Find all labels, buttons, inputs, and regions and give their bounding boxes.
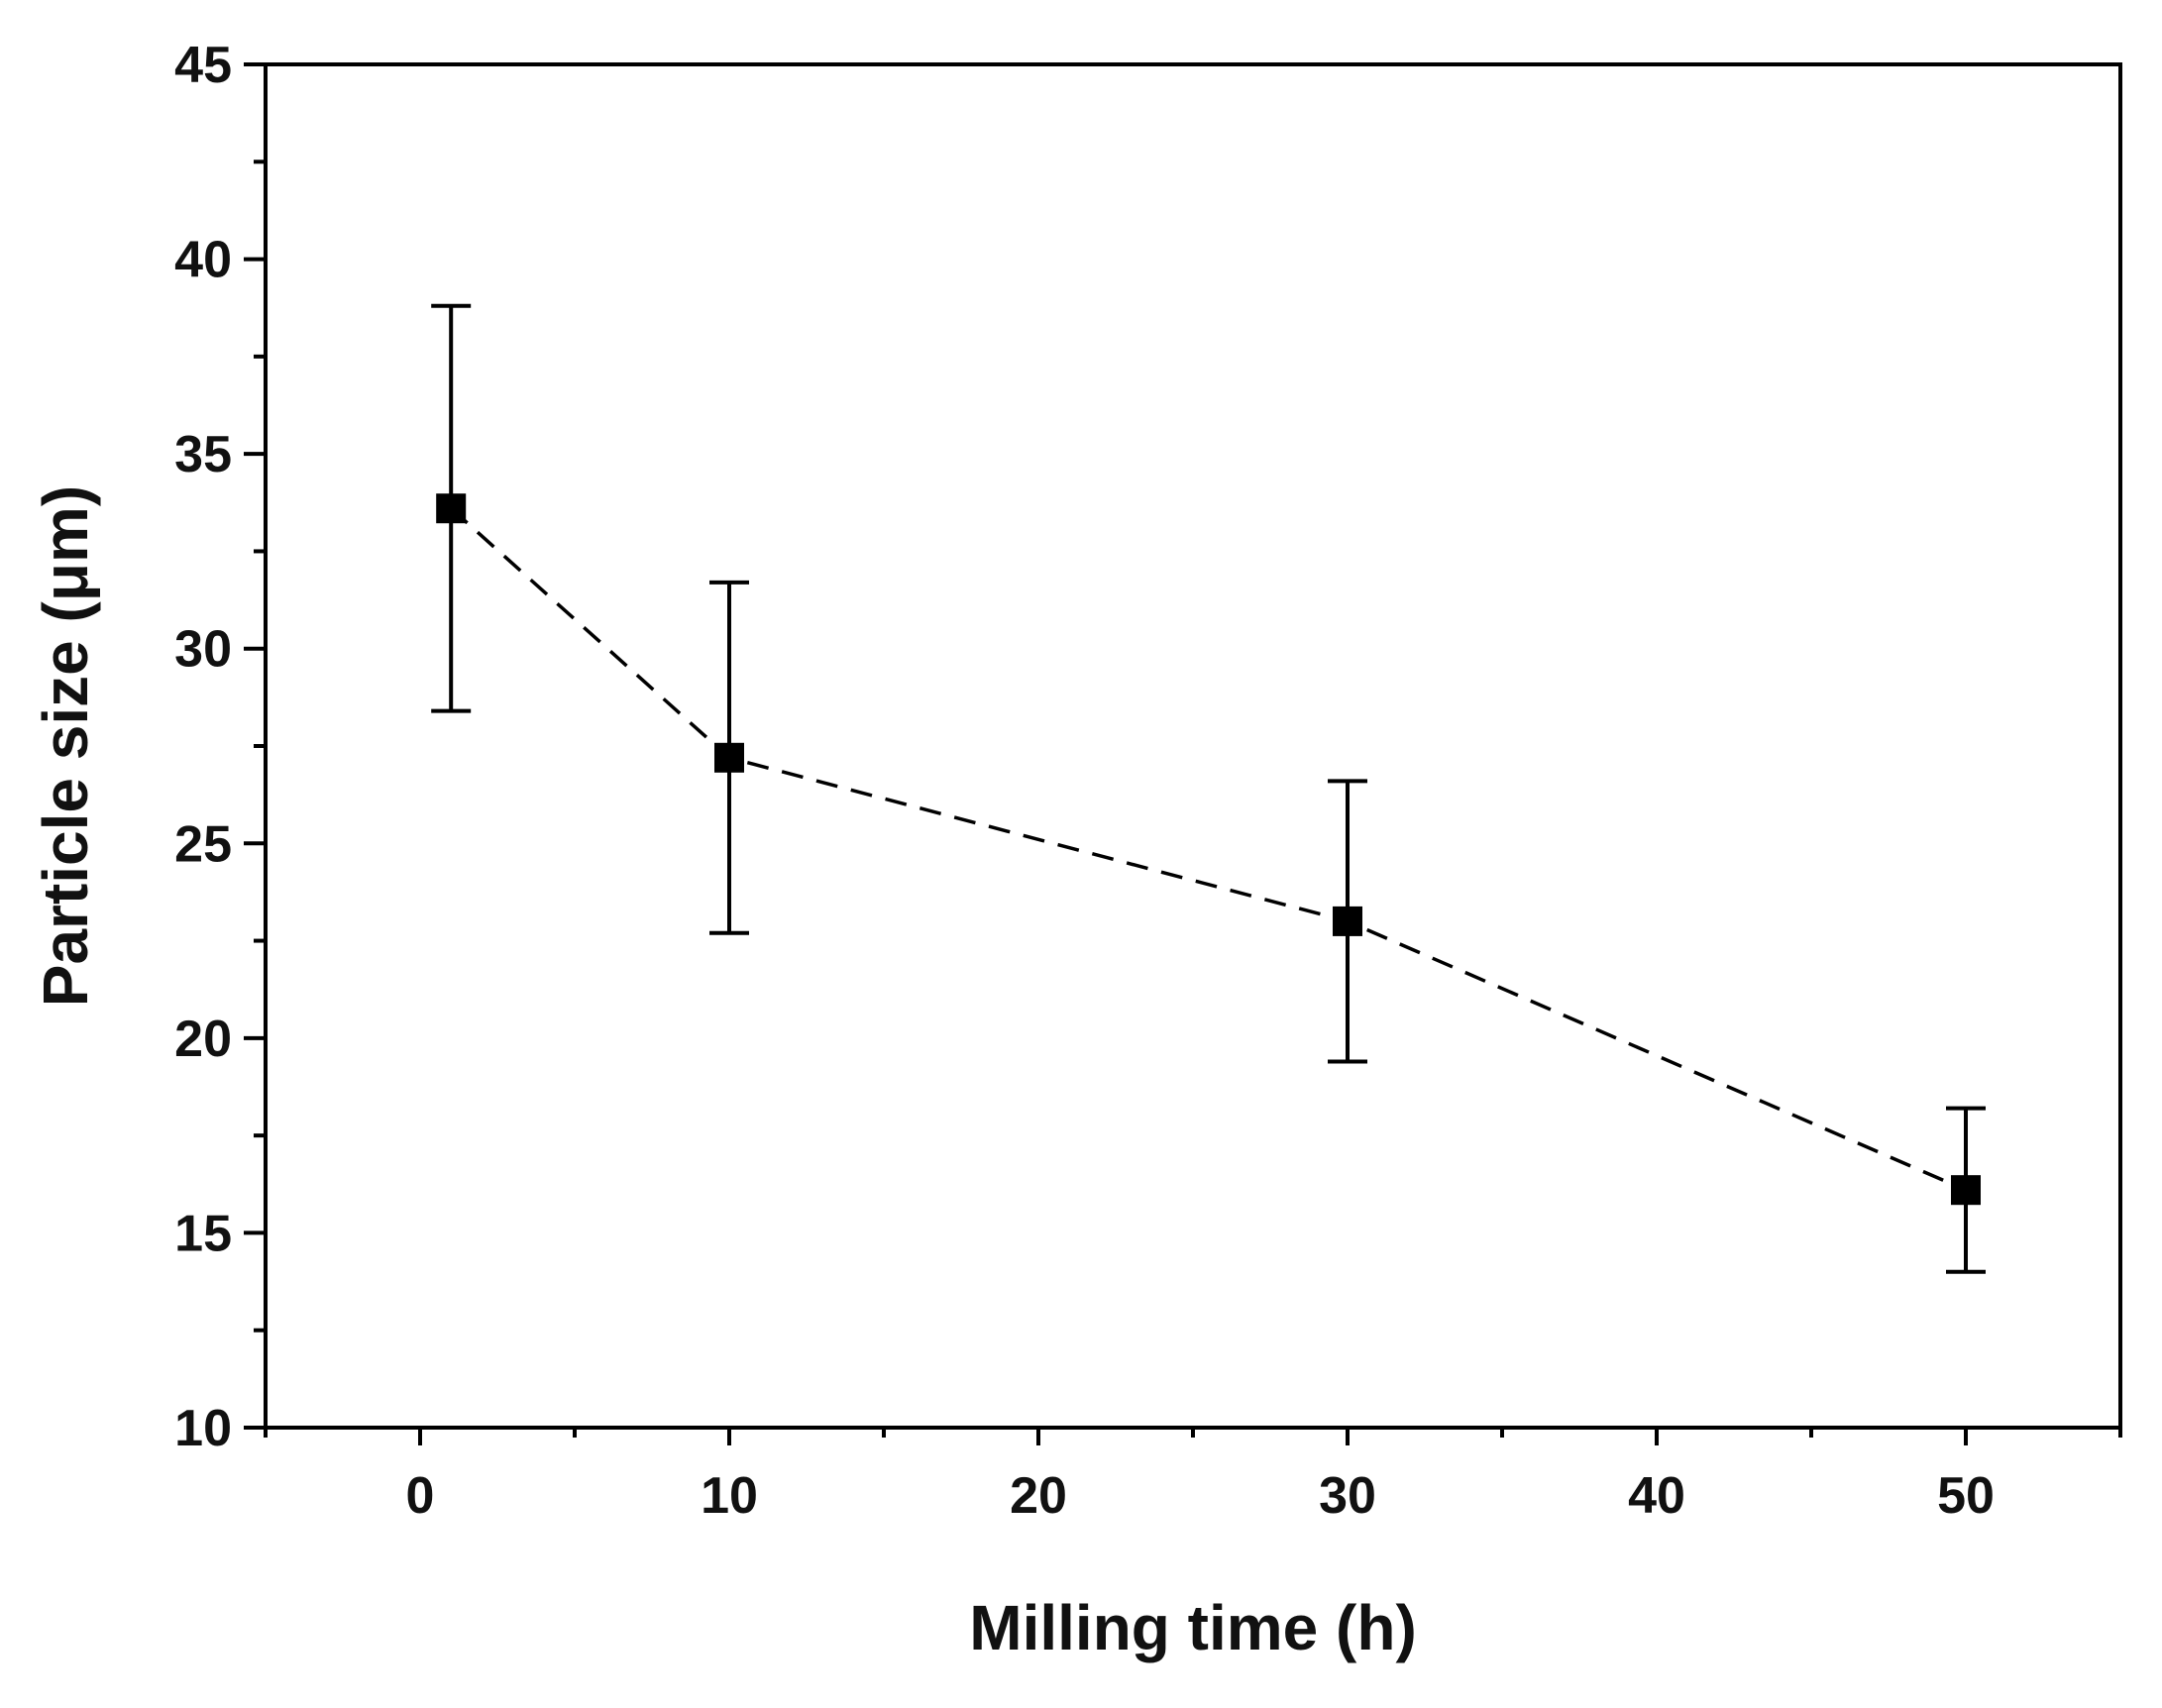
y-tick-label: 30 bbox=[174, 621, 232, 679]
y-tick-label: 15 bbox=[174, 1205, 232, 1262]
y-axis-title: Particle size (μm) bbox=[30, 485, 101, 1007]
x-tick-label: 40 bbox=[1628, 1467, 1685, 1525]
data-point-marker bbox=[1333, 906, 1362, 936]
y-tick-label: 25 bbox=[174, 815, 232, 873]
data-point-marker bbox=[714, 742, 744, 773]
y-tick-label: 45 bbox=[174, 37, 232, 94]
series-dashed-line bbox=[450, 506, 1967, 1192]
y-tick-label: 10 bbox=[174, 1400, 232, 1457]
data-point-marker bbox=[1951, 1175, 1981, 1206]
x-tick-label: 20 bbox=[1010, 1467, 1067, 1525]
x-axis-title: Milling time (h) bbox=[969, 1592, 1417, 1663]
x-tick-label: 0 bbox=[406, 1467, 435, 1525]
data-point-marker bbox=[436, 493, 467, 524]
x-tick-label: 10 bbox=[701, 1467, 758, 1525]
x-axis-ticks: 0 10 20 30 40 50 bbox=[264, 1428, 2122, 1525]
x-tick-label: 50 bbox=[1937, 1467, 1995, 1525]
series-layer bbox=[431, 303, 1986, 1274]
y-tick-label: 20 bbox=[174, 1011, 232, 1068]
x-tick-label: 30 bbox=[1319, 1467, 1376, 1525]
y-tick-label: 40 bbox=[174, 232, 232, 289]
y-axis-ticks: 10 15 20 25 30 35 40 45 bbox=[174, 37, 266, 1457]
plot-frame bbox=[264, 62, 2122, 1430]
y-tick-label: 35 bbox=[174, 426, 232, 483]
